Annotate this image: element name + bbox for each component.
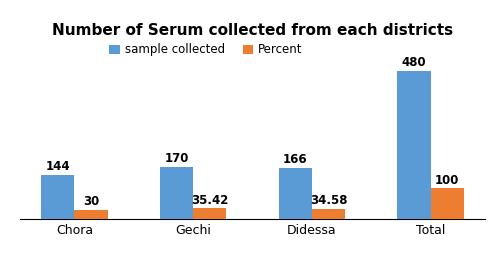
Title: Number of Serum collected from each districts: Number of Serum collected from each dist… <box>52 23 453 38</box>
Bar <box>74 210 108 219</box>
Bar <box>193 208 226 219</box>
Text: 100: 100 <box>435 174 460 187</box>
Text: 34.58: 34.58 <box>310 194 347 207</box>
Text: 166: 166 <box>283 153 308 166</box>
Text: 30: 30 <box>83 195 99 208</box>
Text: 480: 480 <box>402 56 426 69</box>
Bar <box>160 167 193 219</box>
Text: 170: 170 <box>164 152 188 165</box>
Text: 144: 144 <box>46 160 70 173</box>
Bar <box>278 168 312 219</box>
Text: 35.42: 35.42 <box>191 194 228 206</box>
Bar <box>398 71 430 219</box>
Legend: sample collected, Percent: sample collected, Percent <box>105 38 307 61</box>
Bar <box>430 188 464 219</box>
Bar <box>312 209 345 219</box>
Bar <box>41 175 74 219</box>
